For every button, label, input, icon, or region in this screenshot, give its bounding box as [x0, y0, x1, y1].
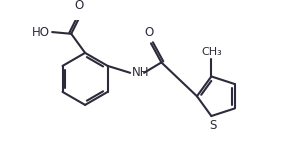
- Text: O: O: [74, 0, 84, 12]
- Text: HO: HO: [31, 26, 50, 39]
- Text: CH₃: CH₃: [201, 46, 222, 57]
- Text: S: S: [209, 119, 217, 132]
- Text: O: O: [145, 26, 154, 39]
- Text: NH: NH: [132, 66, 149, 79]
